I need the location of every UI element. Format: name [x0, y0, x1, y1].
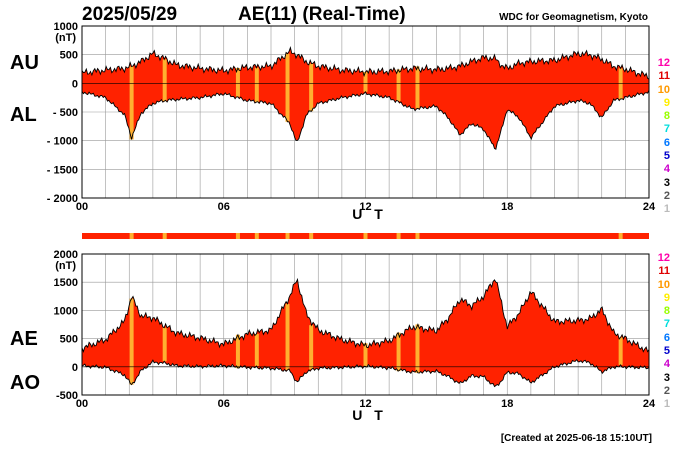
created-timestamp: [Created at 2025-06-18 15:10UT] — [500, 433, 652, 444]
ao-label: AO — [10, 372, 40, 394]
x-tick-label: 12 — [359, 398, 371, 410]
availability-gap-mark — [363, 233, 368, 239]
data-gap-stripe — [285, 53, 290, 122]
y-tick-label: 1000 — [54, 21, 78, 33]
station-count: 8 — [663, 305, 670, 318]
data-gap-stripe — [235, 334, 240, 369]
data-gap-stripe — [285, 303, 290, 371]
x-tick-label: 18 — [501, 201, 513, 213]
y-tick-label: 0 — [72, 78, 78, 90]
series-line-ae — [81, 277, 650, 354]
plot-title: AE(11) (Real-Time) — [238, 4, 406, 25]
area-fill-band — [82, 47, 649, 150]
al-label: AL — [10, 104, 37, 126]
station-count: 4 — [663, 163, 670, 176]
station-count: 3 — [663, 371, 670, 384]
station-count: 6 — [663, 136, 670, 149]
station-count: 2 — [663, 189, 670, 202]
y-unit-label: (nT) — [55, 32, 76, 44]
availability-gap-mark — [415, 233, 420, 239]
plot-frame — [81, 253, 650, 396]
y-tick-label: 1000 — [54, 305, 78, 317]
station-count-legend-top: 12 11 10 9 8 7 6 5 4 3 2 1 — [640, 57, 670, 217]
y-tick-label: 500 — [60, 50, 78, 62]
data-gap-stripe — [396, 332, 401, 372]
y-tick-label: - 1500 — [47, 164, 78, 176]
x-tick-label: 06 — [218, 398, 230, 410]
availability-gap-mark — [254, 233, 259, 239]
data-gap-stripe — [415, 324, 420, 373]
x-axis-label: U T — [352, 407, 387, 423]
y-tick-label: - 500 — [53, 107, 78, 119]
y-tick-label: 1500 — [54, 277, 78, 289]
availability-gap-mark — [162, 233, 167, 239]
availability-gap-mark — [396, 233, 401, 239]
data-gap-stripe — [363, 343, 368, 367]
station-count: 10 — [657, 278, 670, 291]
y-tick-label: 500 — [60, 334, 78, 346]
data-gap-stripe — [129, 66, 134, 140]
data-gap-stripe — [415, 66, 420, 109]
series-line-au — [81, 46, 650, 80]
station-count: 5 — [663, 345, 670, 358]
ae-label: AE — [10, 328, 38, 350]
x-tick-label: 00 — [76, 201, 88, 213]
credit-label: WDC for Geomagnetism, Kyoto — [499, 12, 648, 23]
station-count: 1 — [663, 398, 670, 411]
area-fill-band — [82, 279, 649, 387]
y-tick-label: 2000 — [54, 249, 78, 261]
data-gap-stripe — [309, 325, 314, 370]
series-line-ao — [81, 358, 650, 388]
x-tick-label: 00 — [76, 398, 88, 410]
availability-gap-mark — [285, 233, 290, 239]
station-count: 7 — [663, 318, 670, 331]
y-tick-label: 0 — [72, 362, 78, 374]
station-count: 12 — [657, 252, 670, 264]
station-count: 5 — [663, 150, 670, 163]
x-tick-label: 06 — [218, 201, 230, 213]
station-count: 4 — [663, 358, 670, 371]
station-count: 7 — [663, 123, 670, 136]
station-count: 10 — [657, 83, 670, 96]
station-count: 12 — [657, 57, 670, 69]
station-count: 9 — [663, 291, 670, 304]
x-tick-label: 24 — [643, 201, 656, 213]
data-gap-stripe — [618, 337, 623, 365]
data-gap-stripe — [162, 59, 167, 102]
station-count-legend-bottom: 12 11 10 9 8 7 6 5 4 3 2 1 — [640, 252, 670, 412]
data-gap-stripe — [254, 333, 259, 366]
station-count: 11 — [658, 70, 670, 83]
y-tick-label: - 1000 — [47, 136, 78, 148]
availability-gap-mark — [618, 233, 623, 239]
data-gap-stripe — [396, 69, 401, 102]
station-count: 9 — [663, 96, 670, 109]
x-axis-label: U T — [352, 206, 387, 222]
station-count: 6 — [663, 331, 670, 344]
au-label: AU — [10, 52, 39, 74]
y-tick-label: -500 — [56, 390, 78, 402]
series-line-al — [81, 90, 650, 150]
data-gap-stripe — [235, 68, 240, 97]
data-gap-stripe — [162, 327, 167, 362]
availability-gap-mark — [129, 233, 134, 239]
station-count: 11 — [658, 265, 670, 278]
x-tick-label: 12 — [359, 201, 371, 213]
date-label: 2025/05/29 — [82, 4, 178, 25]
station-count: 8 — [663, 110, 670, 123]
availability-gap-mark — [309, 233, 314, 239]
data-gap-stripe — [363, 71, 368, 92]
data-gap-stripe — [254, 67, 259, 103]
y-tick-label: - 2000 — [47, 193, 78, 205]
x-tick-label: 24 — [643, 398, 656, 410]
availability-gap-mark — [235, 233, 240, 239]
data-gap-stripe — [129, 298, 134, 385]
y-unit-label: (nT) — [55, 260, 76, 272]
station-count: 1 — [663, 203, 670, 216]
data-gap-stripe — [309, 63, 314, 112]
station-count: 2 — [663, 384, 670, 397]
station-count: 3 — [663, 176, 670, 189]
plot-frame — [81, 25, 650, 199]
x-tick-label: 18 — [501, 398, 513, 410]
